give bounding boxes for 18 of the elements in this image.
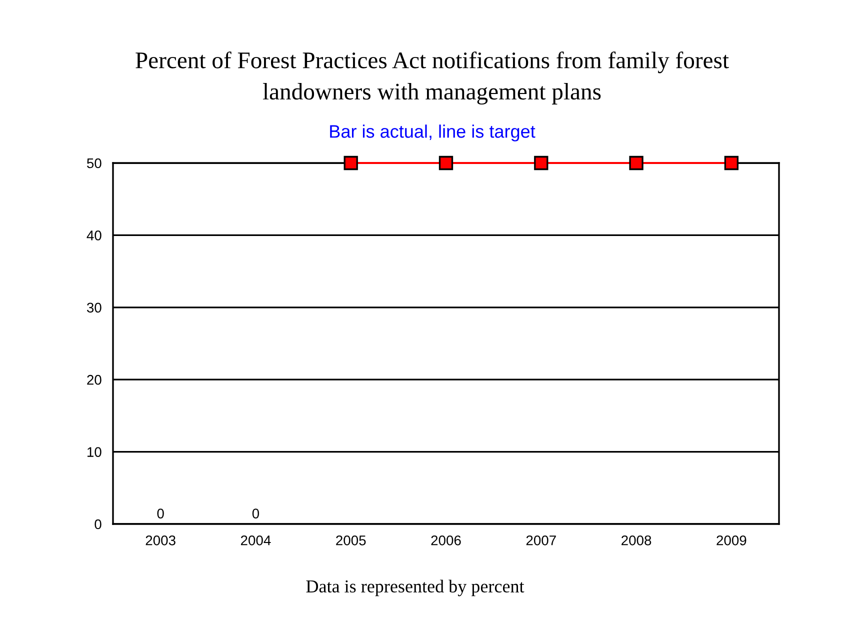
x-tick-label: 2004 (240, 535, 271, 546)
x-tick-label: 2005 (336, 535, 366, 546)
data-label: 0 (157, 508, 164, 518)
chart-title: Percent of Forest Practices Act notifications from family forest landowners with management plans (136, 51, 729, 105)
x-tick-label: 2003 (146, 535, 176, 546)
chart-subtitle: Bar is actual, line is target (330, 124, 536, 142)
x-tick-label: 2006 (431, 535, 461, 546)
y-tick-label: 30 (86, 302, 102, 313)
y-tick-label: 20 (87, 374, 102, 385)
text: Data is represented by percent (306, 580, 524, 596)
y-tick-label: 50 (86, 158, 102, 168)
y-tick-label: 0 (94, 519, 102, 530)
x-tick-label: 2009 (716, 535, 746, 546)
x-tick-label: 2008 (622, 535, 652, 546)
y-tick-label: 40 (86, 230, 102, 240)
data-label: 0 (252, 508, 260, 518)
y-tick-label: 10 (88, 447, 102, 457)
x-tick-label: 2007 (526, 535, 556, 546)
